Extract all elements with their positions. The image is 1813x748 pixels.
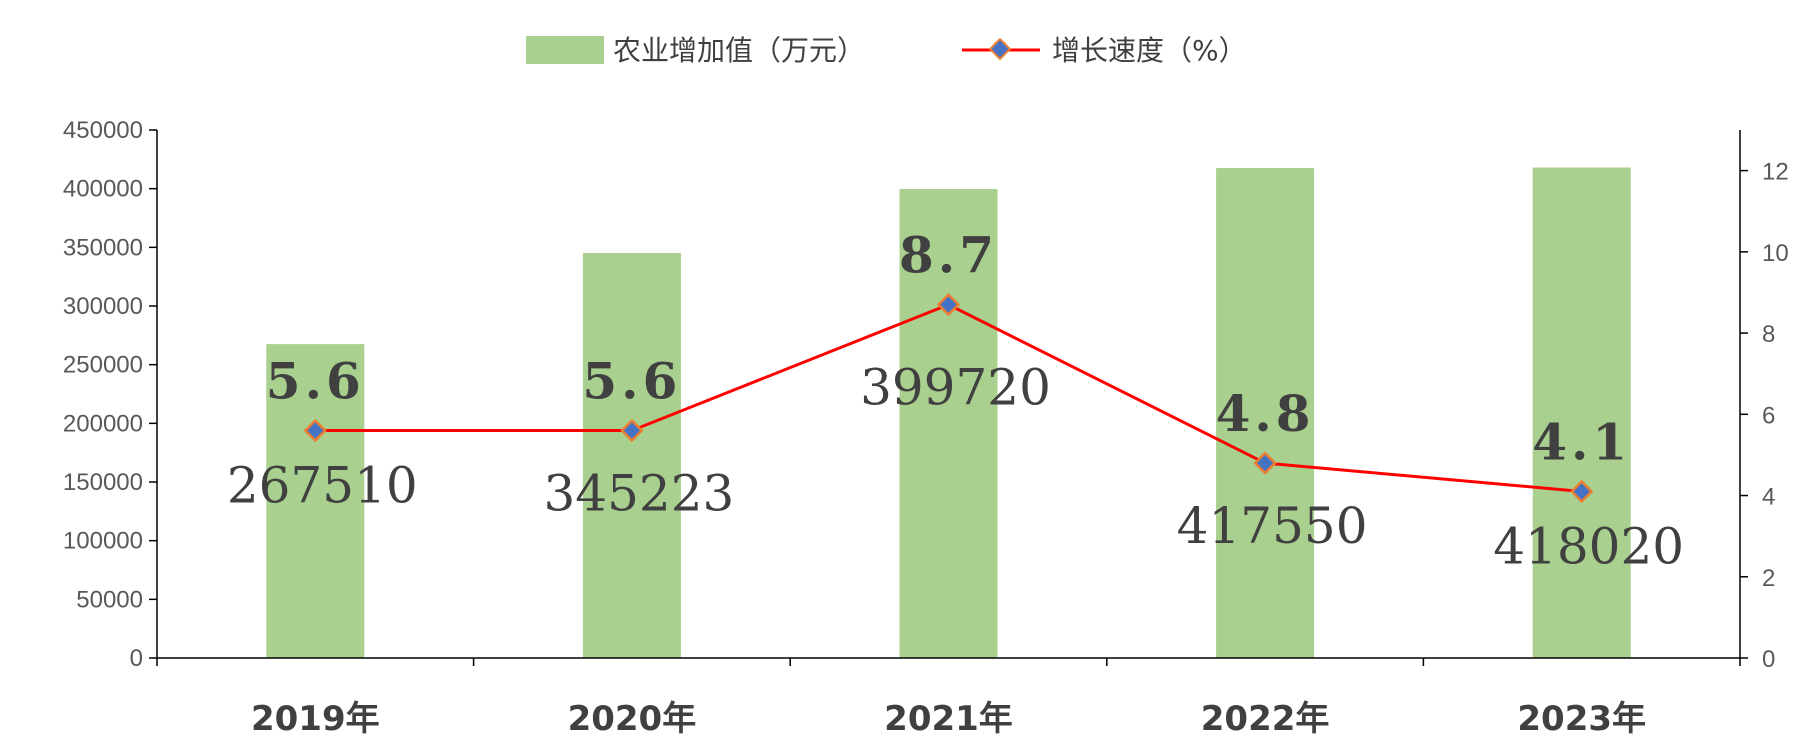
legend-label-bar: 农业增加值（万元） <box>613 34 865 67</box>
y-left-tick-label-0: 0 <box>130 645 143 672</box>
growth-point-0 <box>303 418 327 443</box>
legend-label-line: 增长速度（%） <box>1052 34 1247 67</box>
x-tick-label-3: 2022年 <box>1201 699 1330 739</box>
bar-value-label-4: 418020 <box>1493 517 1684 575</box>
legend-swatch-marker <box>988 37 1012 61</box>
x-tick-label-2: 2021年 <box>884 699 1013 739</box>
bar-value-label-3: 417550 <box>1177 497 1368 555</box>
bar-value-label-2: 399720 <box>860 359 1051 417</box>
legend-swatch-bar <box>526 36 604 64</box>
bar-2 <box>899 188 998 659</box>
y-left-tick-label-7: 350000 <box>63 234 143 261</box>
growth-value-label-4: 4.1 <box>1532 412 1631 471</box>
y-left-tick-label-4: 200000 <box>63 410 143 437</box>
y-left-tick-label-5: 250000 <box>63 352 143 379</box>
y-right-tick-label-0: 0 <box>1762 646 1775 673</box>
y-left-tick-label-6: 300000 <box>63 293 143 320</box>
x-tick-label-1: 2020年 <box>568 699 697 739</box>
bar-1 <box>582 252 681 658</box>
y-left-tick-label-2: 100000 <box>63 528 143 555</box>
bar-3 <box>1216 168 1315 659</box>
growth-value-label-1: 5.6 <box>582 352 681 411</box>
bar-value-label-0: 267510 <box>227 457 418 515</box>
growth-value-label-0: 5.6 <box>266 352 365 411</box>
y-left-tick-label-9: 450000 <box>63 117 143 144</box>
y-right-tick-label-3: 6 <box>1762 402 1775 429</box>
bar-0 <box>266 344 365 658</box>
bar-value-label-1: 345223 <box>543 465 734 523</box>
x-tick-label-0: 2019年 <box>251 699 380 739</box>
y-right-tick-label-4: 8 <box>1762 321 1775 348</box>
growth-point-3 <box>1253 451 1277 475</box>
growth-point-1 <box>620 418 644 443</box>
growth-point-4 <box>1570 479 1594 504</box>
growth-point-2 <box>936 292 961 317</box>
y-right-tick-label-5: 10 <box>1762 240 1789 267</box>
bar-4 <box>1532 167 1631 658</box>
growth-value-label-3: 4.8 <box>1216 384 1315 443</box>
x-tick-label-4: 2023年 <box>1517 699 1646 739</box>
y-right-tick-label-2: 4 <box>1762 484 1775 511</box>
y-left-tick-label-1: 50000 <box>76 586 143 613</box>
legend: 农业增加值（万元） 增长速度（%） <box>526 34 1247 67</box>
y-right-tick-label-6: 12 <box>1762 159 1789 186</box>
y-left-tick-label-3: 150000 <box>63 469 143 496</box>
y-right-tick-label-1: 2 <box>1762 565 1775 592</box>
y-left-tick-label-8: 400000 <box>63 176 143 203</box>
growth-value-label-2: 8.7 <box>899 226 998 285</box>
